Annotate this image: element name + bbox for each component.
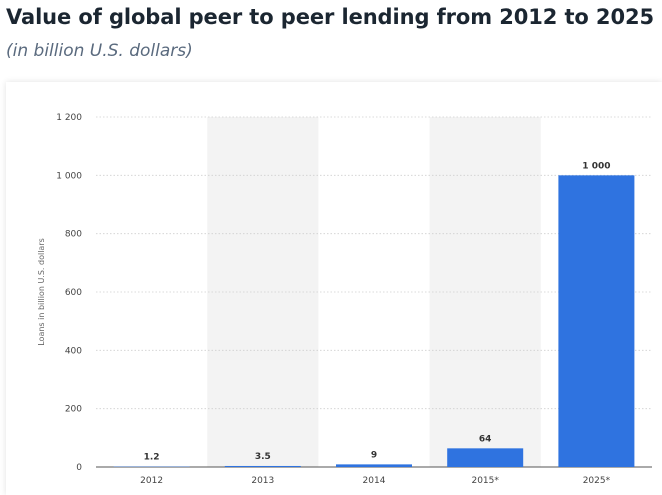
- x-tick-label: 2012: [140, 476, 163, 486]
- category-band: [207, 117, 319, 467]
- bars: [113, 175, 635, 467]
- data-label: 64: [479, 434, 492, 444]
- data-label: 3.5: [255, 452, 271, 462]
- y-tick-label: 200: [65, 405, 82, 415]
- bar-chart: 0 200 400 600 800 1 000 1 200 1.2 3.5 9 64 1 000 2…: [37, 113, 652, 486]
- bar-2025: [558, 175, 635, 467]
- bar-2015: [447, 448, 524, 467]
- x-tick-label: 2013: [251, 476, 274, 486]
- data-label: 9: [371, 450, 377, 460]
- y-tick-label: 1 200: [56, 113, 82, 123]
- y-tick-label: 400: [65, 346, 82, 356]
- x-tick-label: 2025*: [583, 476, 611, 486]
- y-tick-label: 1 000: [56, 171, 82, 181]
- x-tick-label: 2015*: [471, 476, 499, 486]
- chart-card: 0 200 400 600 800 1 000 1 200 1.2 3.5 9 64 1 000 2…: [6, 82, 662, 495]
- data-label: 1 000: [582, 161, 610, 171]
- bar-2014: [336, 464, 412, 467]
- chart-title: Value of global peer to peer lending fro…: [6, 5, 654, 29]
- y-axis-ticks: 0 200 400 600 800 1 000 1 200: [56, 113, 82, 473]
- y-tick-label: 0: [76, 463, 82, 473]
- x-axis-ticks: 2012 2013 2014 2015* 2025*: [140, 476, 610, 486]
- y-axis-label: Loans in billion U.S. dollars: [37, 238, 46, 346]
- data-labels: 1.2 3.5 9 64 1 000: [144, 161, 611, 462]
- bar-2013: [224, 465, 301, 467]
- y-tick-label: 600: [65, 288, 82, 298]
- data-label: 1.2: [144, 453, 160, 463]
- x-tick-label: 2014: [363, 476, 386, 486]
- chart-subtitle: (in billion U.S. dollars): [6, 41, 193, 61]
- y-tick-label: 800: [65, 230, 82, 240]
